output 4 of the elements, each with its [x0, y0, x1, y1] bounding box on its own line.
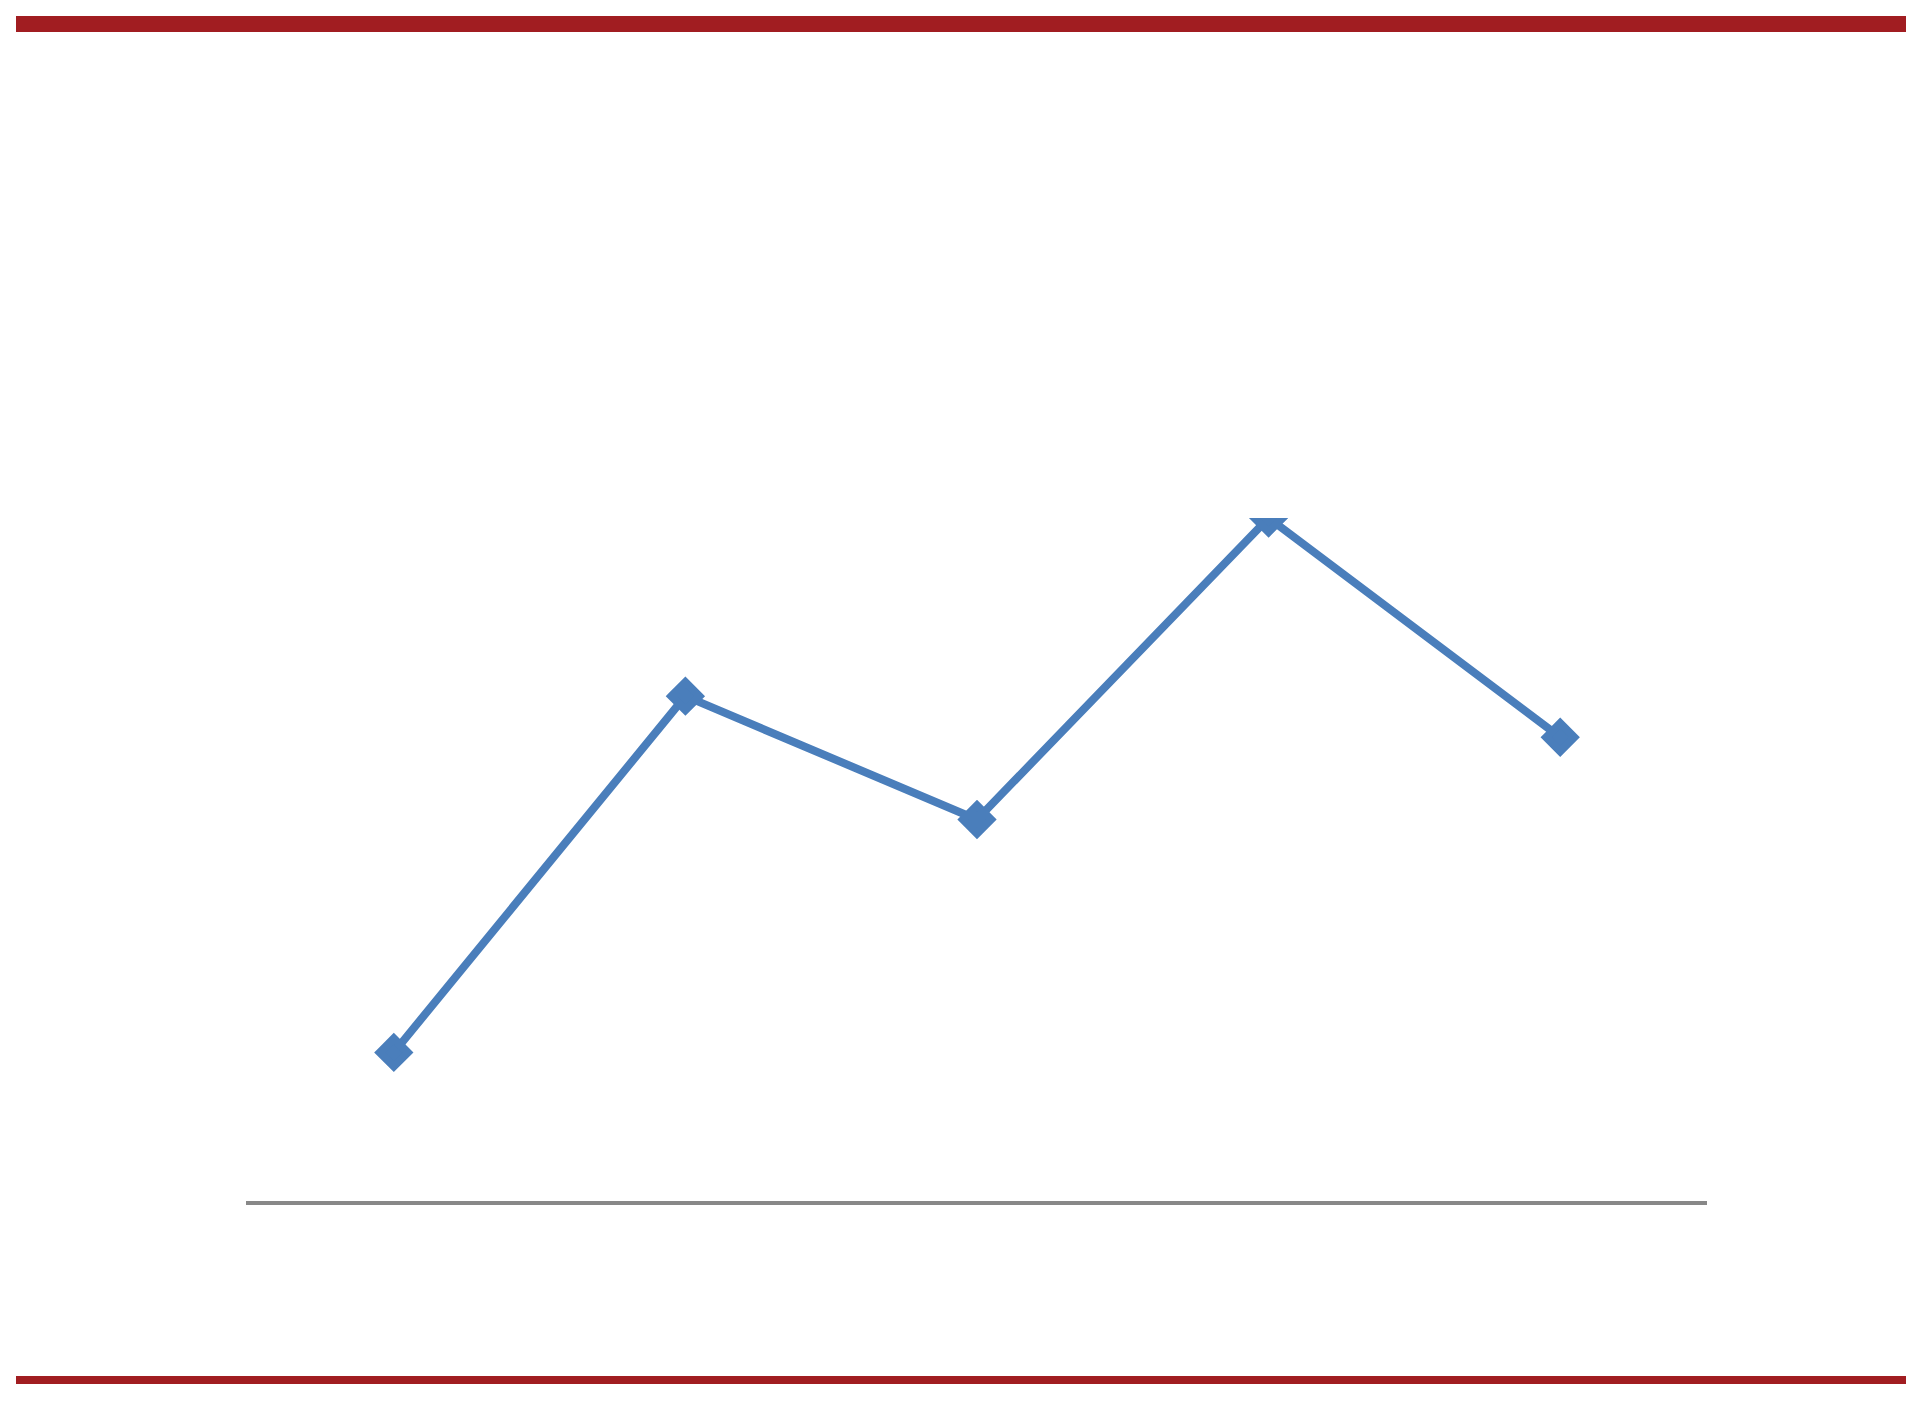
point — [667, 678, 704, 715]
point — [375, 1034, 412, 1071]
point — [1542, 719, 1579, 756]
point — [959, 801, 995, 838]
